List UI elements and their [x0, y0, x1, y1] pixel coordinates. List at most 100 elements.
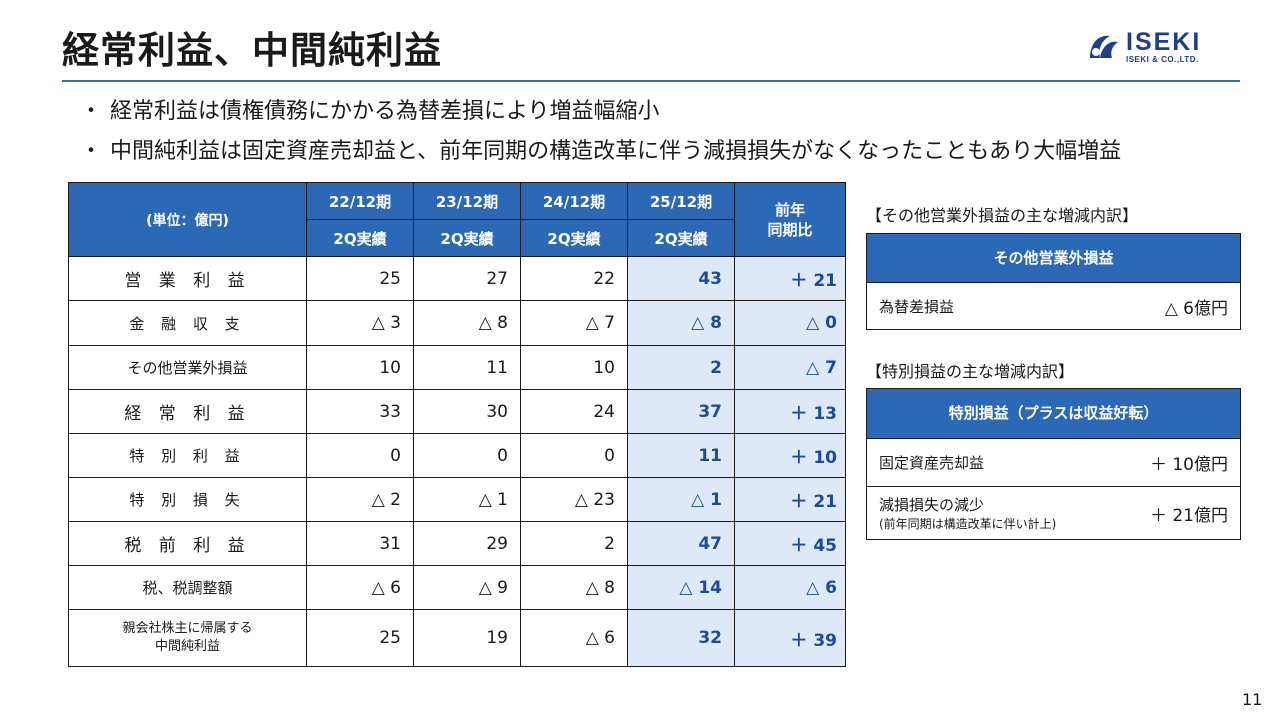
- breakdown-value: ＋ 21億円: [1149, 505, 1228, 526]
- table-row: 特 別 利 益 0 0 0 11 ＋ 10: [68, 433, 846, 478]
- row-label: 金 融 収 支: [68, 300, 307, 346]
- cell-value: 29: [413, 521, 521, 566]
- breakdown-row: 減損損失の減少 (前年同期は構造改革に伴い計上) ＋ 21億円: [867, 486, 1240, 539]
- cell-value: 19: [413, 609, 521, 667]
- yoy-header-line2: 同期比: [767, 220, 813, 239]
- cell-yoy: ＋ 45: [734, 521, 846, 566]
- breakdown-value: ＋ 10億円: [1149, 455, 1228, 475]
- cell-yoy: ＋ 13: [734, 389, 846, 434]
- breakdown-label: 為替差損益: [879, 297, 955, 316]
- cell-value: 24: [520, 389, 628, 434]
- row-label: 特 別 利 益: [68, 433, 307, 478]
- cell-value: 2: [520, 521, 628, 566]
- cell-value: △ 8: [413, 300, 521, 346]
- cell-yoy: ＋ 21: [734, 477, 846, 522]
- row-label-line2: 中間純利益: [154, 639, 220, 654]
- period-header: 25/12期: [627, 182, 735, 220]
- cell-value: △ 2: [306, 477, 414, 522]
- cell-value: 25: [306, 256, 414, 301]
- cell-value: △ 9: [413, 565, 521, 610]
- cell-value: 10: [306, 345, 414, 390]
- cell-value-current: 2: [627, 345, 735, 390]
- breakdown-label: 固定資産売却益: [879, 454, 985, 472]
- unit-header: (単位：億円): [68, 182, 307, 257]
- table-row: 特 別 損 失 △ 2 △ 1 △ 23 △ 1 ＋ 21: [68, 477, 846, 522]
- breakdown-value: △ 6億円: [1164, 298, 1228, 319]
- profit-table: (単位：億円) 22/12期 23/12期 24/12期 25/12期 前年 同…: [68, 182, 846, 667]
- cell-value-current: △ 14: [627, 565, 735, 610]
- cell-value: 0: [520, 433, 628, 478]
- logo-company-name: ISEKI & CO.,LTD.: [1126, 55, 1199, 64]
- bullet-mark: ・: [80, 139, 103, 164]
- row-label: 税、税調整額: [68, 565, 307, 610]
- breakdown-row: 為替差損益 △ 6億円: [867, 282, 1240, 329]
- cell-yoy: △ 0: [734, 300, 846, 346]
- cell-value: 30: [413, 389, 521, 434]
- page-number: 11: [1242, 690, 1263, 709]
- row-label: 営 業 利 益: [68, 256, 307, 301]
- extraordinary-box-title: 特別損益（プラスは収益好転）: [867, 389, 1240, 438]
- row-label-line1: 親会社株主に帰属する: [122, 621, 253, 636]
- bullet-item: ・中間純利益は固定資産売却益と、前年同期の構造改革に伴う減損損失がなくなったこと…: [80, 132, 1260, 172]
- cell-value: △ 3: [306, 300, 414, 346]
- logo-wordmark: ISEKI: [1126, 28, 1202, 56]
- period-header: 22/12期: [306, 182, 414, 220]
- period-subheader: 2Q実績: [413, 219, 521, 257]
- cell-yoy: △ 6: [734, 565, 846, 610]
- title-underline: [62, 80, 1240, 82]
- period-subheader: 2Q実績: [627, 219, 735, 257]
- cell-yoy: △ 7: [734, 345, 846, 390]
- table-row: 税 前 利 益 31 29 2 47 ＋ 45: [68, 521, 846, 566]
- breakdown-label: 減損損失の減少: [879, 496, 985, 514]
- other-nonop-box-title: その他営業外損益: [867, 234, 1240, 282]
- breakdown-note: (前年同期は構造改革に伴い計上): [879, 517, 1057, 531]
- row-label: 特 別 損 失: [68, 477, 307, 522]
- cell-value-current: 32: [627, 609, 735, 667]
- bullet-item: ・経常利益は債権債務にかかる為替差損により増益幅縮小: [80, 92, 1260, 132]
- extraordinary-heading: 【特別損益の主な増減内訳】: [866, 362, 1075, 381]
- row-label: 経 常 利 益: [68, 389, 307, 434]
- cell-value: 25: [306, 609, 414, 667]
- table-row: 経 常 利 益 33 30 24 37 ＋ 13: [68, 389, 846, 434]
- cell-value-current: △ 8: [627, 300, 735, 346]
- cell-yoy: ＋ 39: [734, 609, 846, 667]
- cell-value-current: △ 1: [627, 477, 735, 522]
- extraordinary-box: 特別損益（プラスは収益好転） 固定資産売却益 ＋ 10億円 減損損失の減少 (前…: [866, 388, 1241, 540]
- bullet-text: 中間純利益は固定資産売却益と、前年同期の構造改革に伴う減損損失がなくなったことも…: [110, 139, 1122, 164]
- cell-value: 31: [306, 521, 414, 566]
- cell-value: 11: [413, 345, 521, 390]
- cell-value-current: 43: [627, 256, 735, 301]
- row-label: 税 前 利 益: [68, 521, 307, 566]
- period-subheader: 2Q実績: [306, 219, 414, 257]
- cell-value: △ 6: [306, 565, 414, 610]
- cell-value: 33: [306, 389, 414, 434]
- cell-value: △ 8: [520, 565, 628, 610]
- cell-value: 27: [413, 256, 521, 301]
- breakdown-label-group: 減損損失の減少 (前年同期は構造改革に伴い計上): [879, 494, 1056, 532]
- cell-value: 0: [306, 433, 414, 478]
- cell-value: 22: [520, 256, 628, 301]
- page-title: 経常利益、中間純利益: [62, 29, 442, 72]
- cell-value: △ 23: [520, 477, 628, 522]
- period-header: 24/12期: [520, 182, 628, 220]
- bullet-list: ・経常利益は債権債務にかかる為替差損により増益幅縮小 ・中間純利益は固定資産売却…: [80, 92, 1260, 172]
- cell-value: 0: [413, 433, 521, 478]
- table-row: 営 業 利 益 25 27 22 43 ＋ 21: [68, 256, 846, 301]
- bullet-text: 経常利益は債権債務にかかる為替差損により増益幅縮小: [110, 99, 660, 124]
- cell-value: △ 7: [520, 300, 628, 346]
- iseki-logo-mark-icon: [1090, 35, 1118, 58]
- cell-yoy: ＋ 10: [734, 433, 846, 478]
- cell-value: 10: [520, 345, 628, 390]
- other-nonop-heading: 【その他営業外損益の主な増減内訳】: [866, 206, 1139, 225]
- row-label: その他営業外損益: [68, 345, 307, 390]
- period-subheader: 2Q実績: [520, 219, 628, 257]
- other-nonop-box: その他営業外損益 為替差損益 △ 6億円: [866, 233, 1241, 330]
- cell-value: △ 1: [413, 477, 521, 522]
- cell-yoy: ＋ 21: [734, 256, 846, 301]
- breakdown-row: 固定資産売却益 ＋ 10億円: [867, 438, 1240, 486]
- bullet-mark: ・: [80, 99, 103, 124]
- table-row: 税、税調整額 △ 6 △ 9 △ 8 △ 14 △ 6: [68, 565, 846, 610]
- table-row: 親会社株主に帰属する 中間純利益 25 19 △ 6 32 ＋ 39: [68, 609, 846, 667]
- yoy-header: 前年 同期比: [734, 182, 846, 257]
- cell-value: △ 6: [520, 609, 628, 667]
